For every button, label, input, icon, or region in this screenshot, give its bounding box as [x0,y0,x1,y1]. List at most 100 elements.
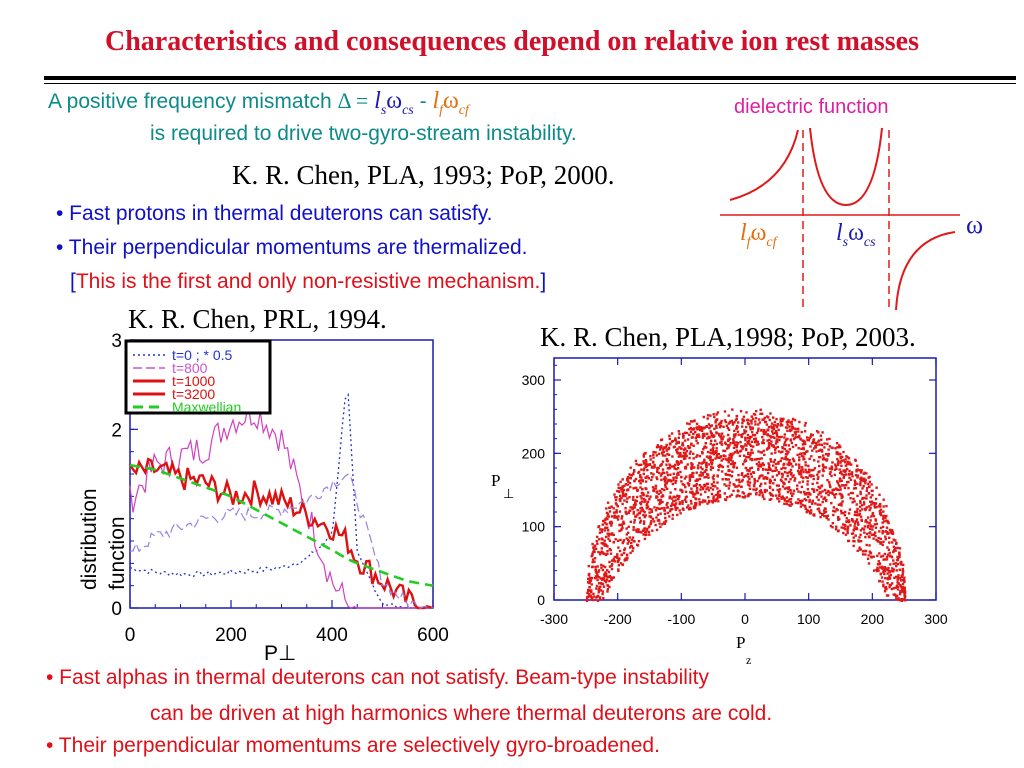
scatter-point [747,423,750,426]
scatter-point [812,441,816,444]
scatter-point [756,440,759,443]
scatter-point [801,504,805,507]
scatter-point [700,429,704,433]
scatter-point [883,558,887,561]
scatter-point [620,553,623,556]
scatter-point [861,487,864,490]
scatter-point [877,560,880,563]
scatter-point [662,477,666,481]
scatter-point [741,447,744,450]
scatter-point [641,479,644,482]
scatter-point [702,427,705,430]
scatter-point [706,473,710,476]
scatter-point [702,499,705,502]
scatter-point [683,483,686,487]
scatter-point [714,485,717,488]
scatter-point [845,483,848,487]
scatter-point [828,467,831,470]
scatter-point [781,475,784,479]
scatter-point [589,591,593,594]
scatter-point [709,468,713,471]
scatter-point [762,430,765,434]
scatter-point [811,434,814,437]
scatter-point [807,470,810,474]
scatter-point [694,493,697,496]
scatter-point [771,488,775,492]
scatter-point [649,458,652,461]
scatter-point [662,450,666,454]
scatter-point [665,503,668,506]
scatter-point [846,460,849,463]
scatter-point [723,492,726,495]
scatter-point [606,590,609,593]
right-y-label-sub: ⊥ [503,486,514,501]
scatter-point [700,485,703,489]
scatter-point [623,548,626,552]
scatter-point [769,434,772,438]
scatter-point [774,466,777,469]
scatter-point [809,475,812,478]
scatter-point [830,491,834,494]
scatter-point [894,539,897,542]
bullet-thermalized: • Their perpendicular momentums are ther… [56,236,528,259]
scatter-point [821,468,824,471]
scatter-point [698,503,701,506]
scatter-point [857,523,860,526]
scatter-point [601,568,604,572]
scatter-point [793,431,797,434]
scatter-point [753,479,756,482]
scatter-point [844,533,848,536]
scatter-point [865,543,868,547]
scatter-point [781,450,784,453]
scatter-point [627,531,630,534]
scatter-point [588,589,591,592]
scatter-point [737,421,740,424]
scatter-point [746,472,750,476]
scatter-point [835,442,839,445]
scatter-point [778,500,781,503]
scatter-point [681,432,685,436]
scatter-point [624,483,628,486]
scatter-point [888,577,892,580]
scatter-point [660,478,663,481]
scatter-point [743,454,746,457]
scatter-point [646,527,649,531]
scatter-point [586,591,589,595]
scatter-point [604,553,608,557]
scatter-point [713,427,716,431]
scatter-point [790,423,793,426]
scatter-point [695,455,698,459]
scatter-point [684,486,687,489]
scatter-point [591,560,594,564]
scatter-point [656,506,659,510]
scatter-point [589,579,593,582]
scatter-point [663,471,666,475]
scatter-point [646,500,650,504]
scatter-point [691,436,694,439]
scatter-point [647,477,650,480]
scatter-point [777,462,780,465]
scatter-point [900,574,903,578]
scatter-point [733,433,736,436]
scatter-point [674,488,677,491]
scatter-point [732,438,735,441]
scatter-point [714,493,718,497]
scatter-point [699,493,703,496]
scatter-point [642,509,645,513]
scatter-point [642,455,645,458]
scatter-point [694,479,697,482]
scatter-point [815,496,819,499]
scatter-point [632,487,635,490]
scatter-point [602,519,605,523]
scatter-point [815,450,818,453]
scatter-point [610,577,613,580]
scatter-point [696,428,699,431]
scatter-point [751,426,754,429]
scatter-point [659,512,662,515]
scatter-point [683,498,687,501]
scatter-point [665,457,669,461]
scatter-point [734,485,737,488]
scatter-point [737,433,740,436]
scatter-point [680,480,683,483]
scatter-point [767,441,771,445]
